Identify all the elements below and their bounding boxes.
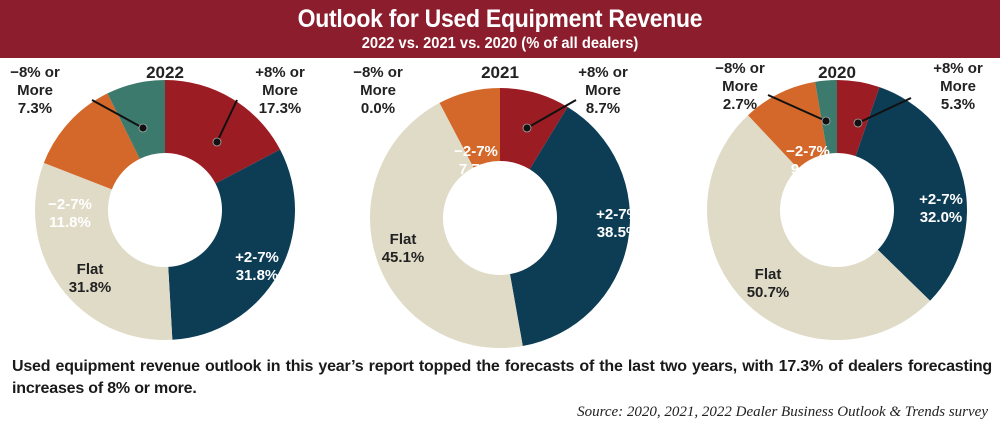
slice-plus2-7 [855, 87, 967, 301]
data-label-minus2-7: −2-7% 7.7% [454, 143, 498, 178]
leader-line [526, 99, 577, 129]
data-label-minus2-7: −2-7% 11.8% [48, 196, 92, 231]
slice-flat [706, 115, 931, 340]
donut-chart-2020: 2020 +8% or More 5.3% +2-7% 32.0% Flat 50.7% −2-… [706, 60, 983, 340]
slice-minus2-7 [43, 93, 140, 190]
leader-line [767, 94, 827, 122]
data-label-flat: Flat 45.1% [382, 231, 425, 266]
source-note: Source: 2020, 2021, 2022 Dealer Business… [577, 404, 988, 420]
donut-title: 2020 [818, 63, 856, 82]
leader-line [216, 99, 238, 143]
data-label-flat: Flat 50.7% [747, 266, 790, 301]
slice-plus8 [837, 80, 880, 157]
donut-title: 2022 [146, 63, 184, 82]
leader-dot [522, 123, 532, 133]
data-label-minus8: −8% or More 7.3% [10, 64, 60, 117]
leader-dot [138, 123, 148, 133]
leader-line [857, 97, 912, 124]
leader-dot [821, 116, 831, 126]
donut-charts: 2022 +8% or More 17.3% +2-7% 31.8% Flat 31.8% −2… [10, 60, 983, 349]
data-label-minus8: −8% or More 2.7% [715, 60, 765, 113]
data-label-plus2-7: +2-7% 31.8% [235, 249, 279, 284]
data-label-minus2-7: −2-7% 9.3% [786, 143, 830, 178]
data-label-plus8: +8% or More 17.3% [255, 64, 305, 117]
slice-minus2-7 [439, 88, 500, 168]
caption: Used equipment revenue outlook in this y… [12, 358, 992, 397]
slice-flat [34, 162, 173, 340]
data-label-flat: Flat 31.8% [69, 261, 112, 296]
slice-plus8 [500, 88, 568, 170]
slice-flat [369, 102, 523, 349]
slice-minus2-7 [748, 81, 828, 169]
data-label-minus8: −8% or More 0.0% [353, 64, 403, 117]
data-label-plus8: +8% or More 5.3% [933, 60, 983, 113]
slice-plus2-7 [168, 149, 295, 340]
donut-chart-2021: 2021 +8% or More 8.7% +2-7% 38.5% Flat 45.1% −2-… [353, 63, 640, 349]
data-label-plus2-7: +2-7% 38.5% [596, 206, 640, 241]
leader-dot [212, 137, 222, 147]
leader-line [91, 99, 144, 129]
title-banner: Outlook for Used Equipment Revenue 2022 … [0, 0, 1000, 58]
leader-dot [853, 118, 863, 128]
donut-chart-2022: 2022 +8% or More 17.3% +2-7% 31.8% Flat 31.8% −2… [10, 63, 305, 340]
slice-plus2-7 [509, 106, 631, 346]
donut-title: 2021 [481, 63, 519, 82]
chart-subtitle: 2022 vs. 2021 vs. 2020 (% of all dealers… [361, 35, 639, 52]
chart-title: Outlook for Used Equipment Revenue [297, 5, 703, 33]
slice-minus8 [107, 80, 165, 159]
data-label-plus2-7: +2-7% 32.0% [919, 191, 963, 226]
data-label-plus8: +8% or More 8.7% [578, 64, 628, 117]
